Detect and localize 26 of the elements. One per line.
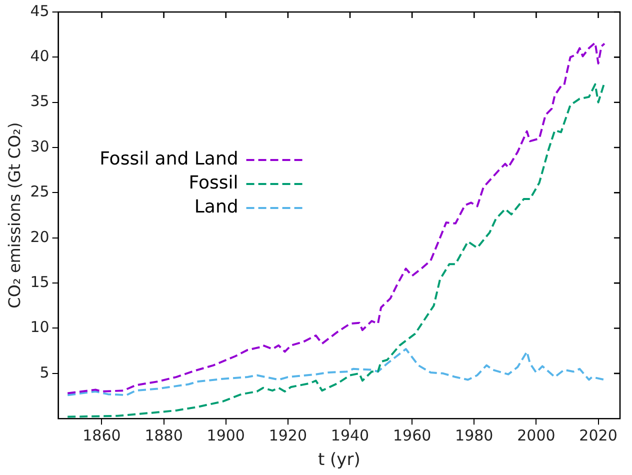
y-tick-label: 40 xyxy=(30,47,50,66)
y-tick-label: 25 xyxy=(30,182,50,201)
y-tick-label: 30 xyxy=(30,137,50,156)
x-tick-label: 1920 xyxy=(268,426,308,444)
x-tick-label: 1980 xyxy=(455,426,494,444)
y-tick-label: 45 xyxy=(30,2,50,20)
x-tick-label: 2020 xyxy=(579,426,618,444)
x-tick-label: 1860 xyxy=(82,426,121,444)
line-series xyxy=(66,81,606,418)
x-tick-label: 1960 xyxy=(392,426,432,444)
y-tick-label: 20 xyxy=(30,228,50,246)
y-tick-label: 35 xyxy=(30,92,50,110)
x-tick-label: 2000 xyxy=(517,426,556,444)
y-axis-title: CO₂ emissions (Gt CO₂) xyxy=(4,122,24,308)
x-axis-title: t (yr) xyxy=(318,450,360,470)
legend-label: Fossil and Land xyxy=(100,148,238,170)
y-tick-label: 10 xyxy=(30,318,50,336)
x-tick-label: 1880 xyxy=(144,426,183,444)
x-tick-label: 1940 xyxy=(330,426,370,444)
line-series xyxy=(66,42,606,394)
y-tick-label: 15 xyxy=(30,272,50,291)
legend-label: Fossil xyxy=(188,172,238,194)
line-series xyxy=(66,348,606,396)
legend-label: Land xyxy=(194,196,238,218)
x-tick-label: 1900 xyxy=(206,426,245,444)
y-tick-label: 5 xyxy=(40,363,50,382)
